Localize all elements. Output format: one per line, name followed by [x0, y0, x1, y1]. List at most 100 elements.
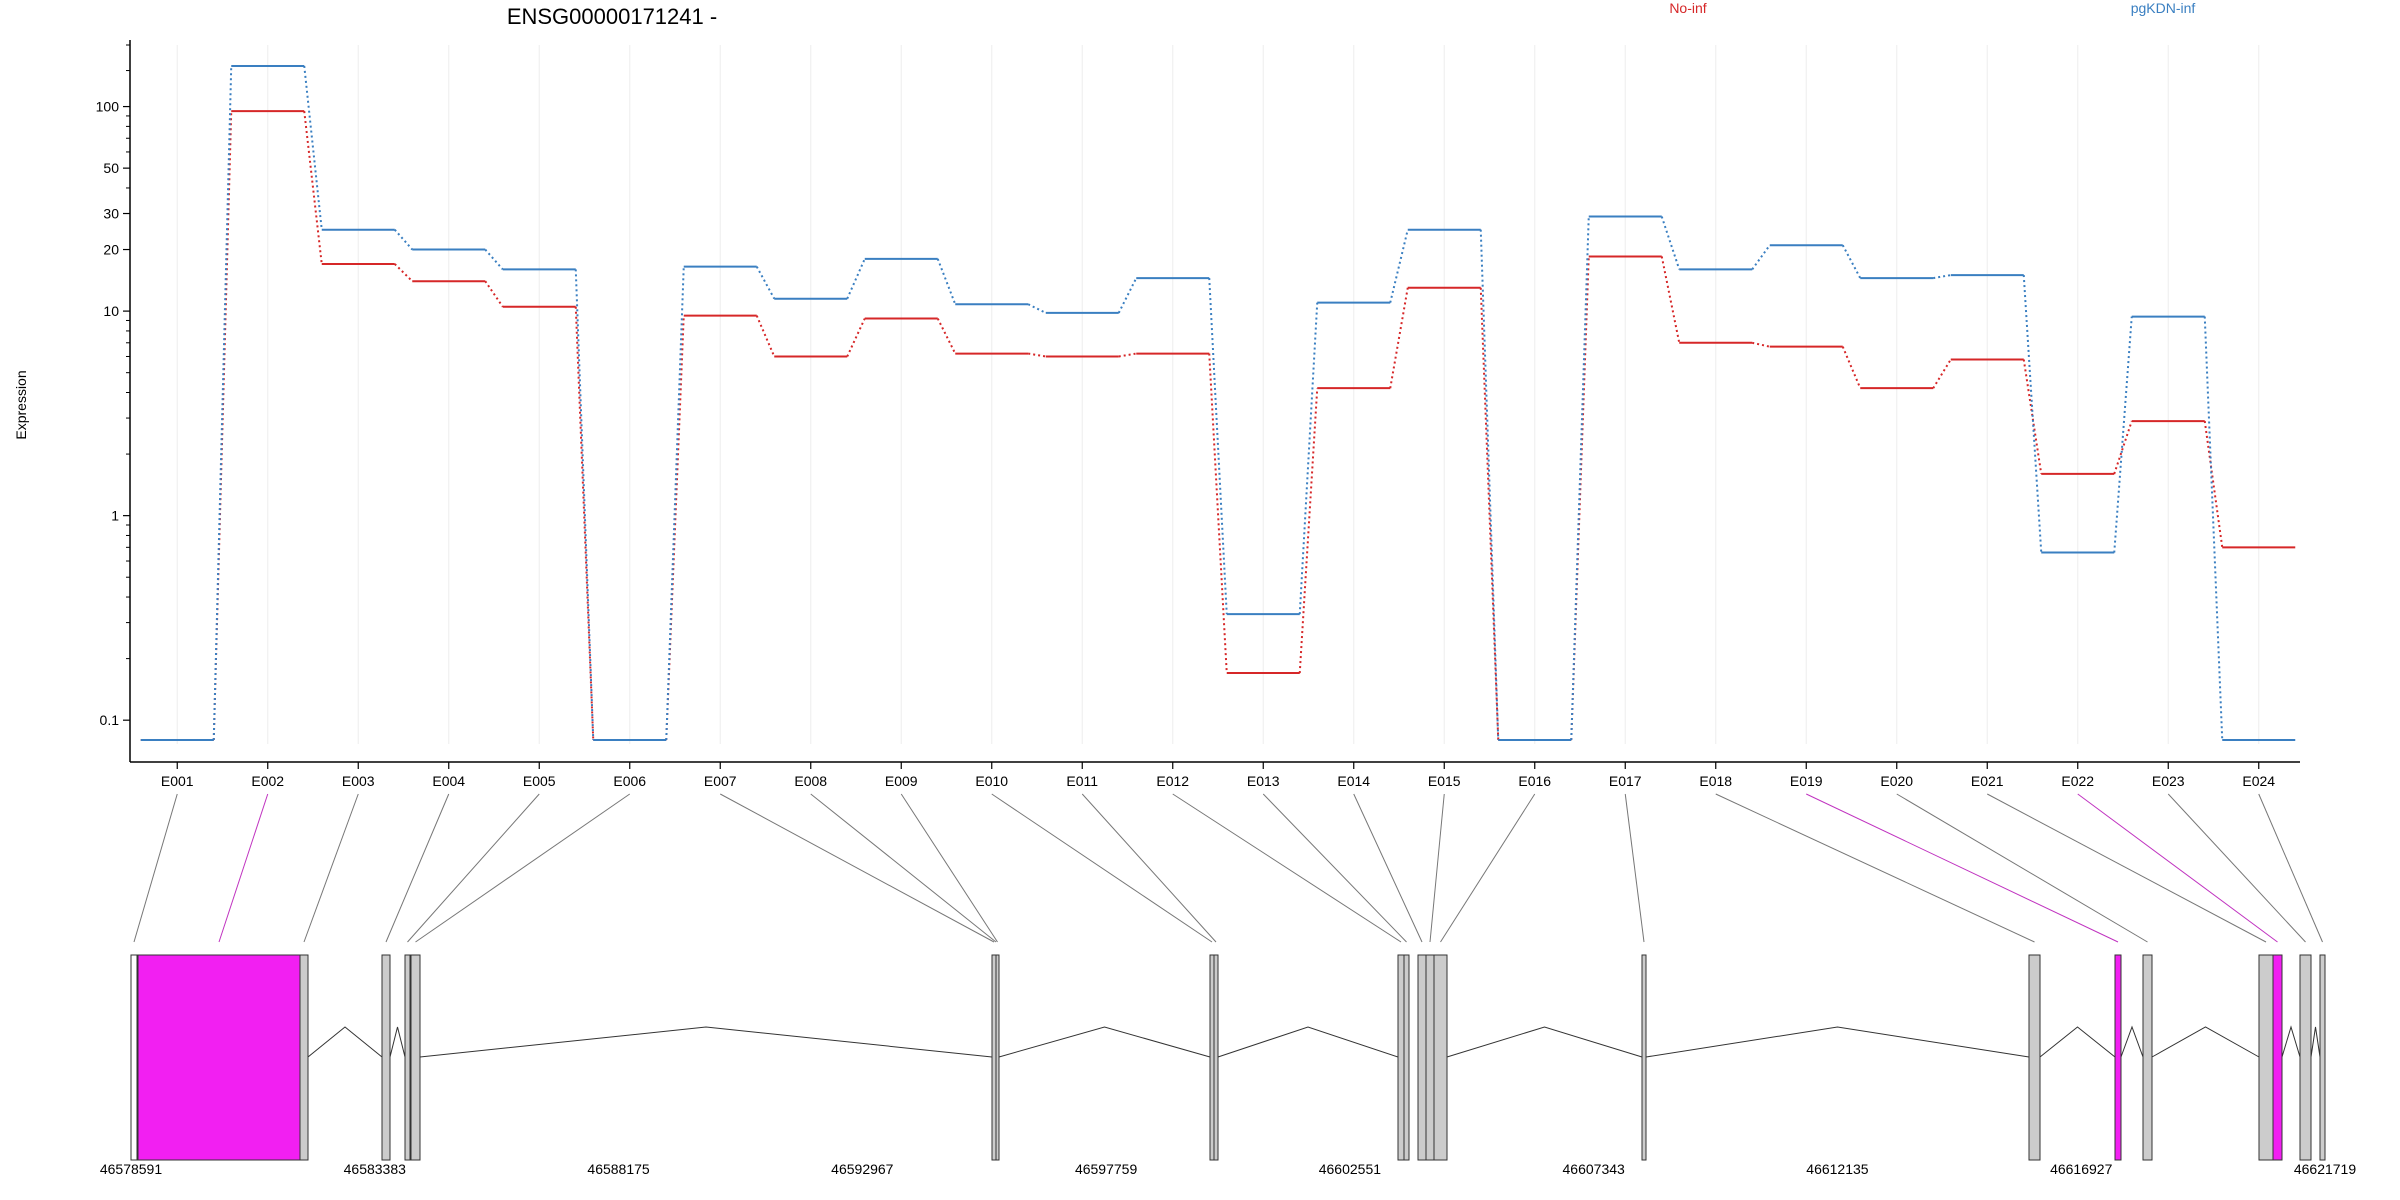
series-connector	[665, 315, 685, 741]
exon-box-e017	[1641, 954, 1647, 1161]
intron-line	[2039, 1026, 2116, 1058]
x-axis: E001 E002 E003 E004 E005 E006 E007 E008 E009 E010…	[130, 761, 2300, 789]
connector-line	[385, 793, 450, 943]
series-connector	[394, 263, 413, 282]
x-tick-label-e022: E022	[2061, 773, 2094, 789]
exon-box-e001	[130, 954, 138, 1161]
x-tick-label-e007: E007	[704, 773, 737, 789]
series-no-inf	[140, 110, 2296, 741]
connector-line	[991, 793, 1213, 943]
connector-line	[1896, 793, 2148, 943]
connector-line	[1987, 793, 2267, 943]
connector-line	[218, 793, 269, 943]
exon-box-e014	[1417, 954, 1427, 1161]
series-connector	[2203, 316, 2224, 741]
exon-box-e010	[1209, 954, 1215, 1161]
x-tick-label-e020: E020	[1880, 773, 1913, 789]
intron-line	[1217, 1026, 1399, 1058]
y-tick-label: 30	[103, 206, 119, 222]
x-tick-label-e003: E003	[342, 773, 375, 789]
series-connector	[1479, 287, 1500, 741]
genomic-tick-label: 46612135	[1806, 1161, 1869, 1177]
y-axis: 0.1 1 10 20 30 50 100	[96, 40, 131, 762]
y-tick-label: 100	[96, 99, 120, 115]
series-connector	[2113, 316, 2133, 553]
connector-line	[900, 793, 998, 943]
exon-box-e012	[1397, 954, 1405, 1161]
exon-box-e018	[2028, 954, 2041, 1161]
exon-box-e023	[2299, 954, 2312, 1161]
x-tick-label-e018: E018	[1699, 773, 1732, 789]
intron-line	[1645, 1026, 2030, 1058]
series-connector	[1751, 244, 1771, 270]
series-connector	[1933, 274, 1951, 280]
series-connector	[846, 258, 866, 300]
series-connector	[936, 318, 957, 355]
intron-line	[998, 1026, 1211, 1058]
series-connector	[1389, 229, 1409, 303]
chart-title: ENSG00000171241 -	[507, 4, 717, 29]
series-connector	[1932, 358, 1952, 389]
connector-line	[2167, 793, 2306, 943]
connector-line	[2077, 793, 2278, 943]
series-connector	[1479, 229, 1500, 741]
series-pgkdn-inf	[140, 64, 2296, 741]
series-connector	[1027, 303, 1047, 314]
intron-line	[2281, 1025, 2301, 1058]
genomic-tick-label: 46578591	[100, 1161, 163, 1177]
series-lines	[140, 64, 2296, 741]
exon-box-e020	[2142, 954, 2153, 1161]
connector-line	[133, 793, 178, 943]
y-tick-label: 0.1	[100, 712, 120, 728]
x-tick-label-e008: E008	[794, 773, 827, 789]
intron-line	[307, 1026, 383, 1058]
series-connector	[2113, 420, 2133, 475]
series-connector	[936, 258, 957, 305]
series-connector	[846, 318, 866, 357]
series-connector	[1841, 244, 1862, 279]
x-tick-label-e010: E010	[975, 773, 1008, 789]
x-tick-label-e016: E016	[1518, 773, 1551, 789]
series-connector	[303, 111, 323, 265]
series-connector	[2203, 420, 2224, 548]
genomic-tick-label: 46597759	[1075, 1161, 1138, 1177]
series-connector	[1752, 341, 1770, 348]
legend-entry-no-inf: No-inf	[1669, 0, 1706, 16]
series-connector	[1389, 287, 1409, 389]
connector-line	[415, 793, 631, 943]
exon-box-e007	[991, 954, 997, 1161]
series-connector	[484, 248, 504, 271]
connector-line	[303, 793, 359, 943]
series-connector	[1208, 353, 1228, 674]
exon-box-e015	[1425, 954, 1435, 1161]
genomic-tick-label: 46621719	[2294, 1161, 2357, 1177]
connector-line	[1353, 793, 1423, 943]
connector-line	[810, 793, 997, 943]
exon-box-e019	[2114, 954, 2122, 1161]
genomic-tick-label: 46602551	[1319, 1161, 1382, 1177]
x-tick-label-e001: E001	[161, 773, 194, 789]
x-tick-label-e011: E011	[1066, 773, 1098, 789]
connector-line	[1440, 793, 1536, 943]
grid-lines	[176, 45, 2260, 744]
x-tick-label-e013: E013	[1247, 773, 1280, 789]
x-tick-label-e004: E004	[432, 773, 465, 789]
series-connector	[755, 315, 776, 357]
connector-line	[1172, 793, 1402, 943]
exon-box-e003	[299, 954, 309, 1161]
series-connector	[755, 266, 776, 300]
exon-box-e022	[2272, 954, 2283, 1161]
exon-box-e016	[1433, 954, 1448, 1161]
exon-box-e011	[1213, 954, 1219, 1161]
series-connector	[1841, 346, 1862, 389]
x-tick-label-e023: E023	[2152, 773, 2185, 789]
connector-line	[1429, 793, 1445, 943]
exon-box-e006	[410, 954, 421, 1161]
series-connector	[1118, 352, 1137, 358]
series-connector	[2022, 275, 2043, 553]
exon-box-e004	[381, 954, 391, 1161]
x-tick-label-e024: E024	[2242, 773, 2275, 789]
connector-line	[407, 793, 540, 943]
series-connector	[1298, 302, 1319, 615]
